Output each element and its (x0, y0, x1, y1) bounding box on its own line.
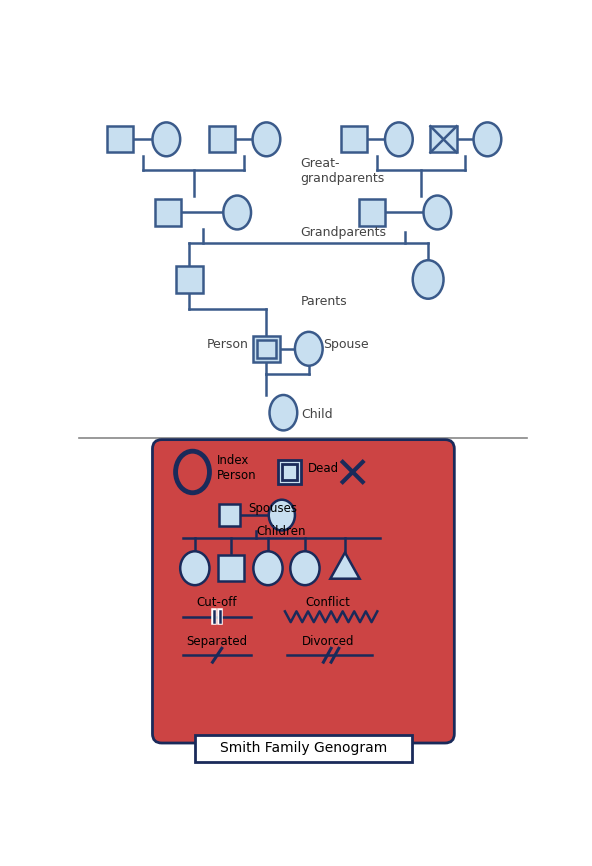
Text: Smith Family Genogram: Smith Family Genogram (220, 741, 387, 755)
Bar (282, 464, 297, 480)
Text: Children: Children (256, 525, 306, 538)
Text: Spouses: Spouses (249, 502, 298, 515)
Ellipse shape (413, 260, 443, 299)
Text: Index
Person: Index Person (217, 454, 256, 482)
Bar (209, 126, 235, 152)
Bar (253, 336, 279, 362)
Text: Spouse: Spouse (323, 339, 369, 352)
FancyBboxPatch shape (153, 440, 454, 743)
Ellipse shape (253, 122, 280, 156)
Ellipse shape (269, 500, 295, 531)
Text: Grandparents: Grandparents (300, 226, 387, 239)
Bar (218, 504, 240, 526)
Bar (359, 199, 385, 225)
Ellipse shape (290, 552, 320, 585)
Ellipse shape (253, 552, 282, 585)
Text: Dead: Dead (308, 462, 339, 475)
Bar (430, 126, 456, 152)
Text: Great-
grandparents: Great- grandparents (300, 157, 385, 185)
Bar (176, 267, 202, 293)
Text: Child: Child (301, 408, 333, 421)
Bar (107, 126, 133, 152)
Ellipse shape (153, 122, 180, 156)
Ellipse shape (223, 196, 251, 229)
Text: Cut-off: Cut-off (196, 597, 237, 610)
Ellipse shape (180, 552, 210, 585)
Bar (155, 199, 181, 225)
Bar (195, 735, 412, 761)
Text: Parents: Parents (300, 295, 347, 308)
Bar (218, 555, 244, 581)
Text: Conflict: Conflict (305, 597, 350, 610)
Ellipse shape (269, 395, 297, 430)
Text: Separated: Separated (186, 635, 247, 648)
Ellipse shape (423, 196, 451, 229)
Polygon shape (330, 553, 359, 578)
Bar (257, 339, 276, 358)
Text: Person: Person (207, 339, 248, 352)
Ellipse shape (385, 122, 413, 156)
Ellipse shape (295, 332, 323, 365)
Text: Divorced: Divorced (302, 635, 354, 648)
Bar (341, 126, 367, 152)
Ellipse shape (474, 122, 501, 156)
Bar (278, 461, 301, 483)
